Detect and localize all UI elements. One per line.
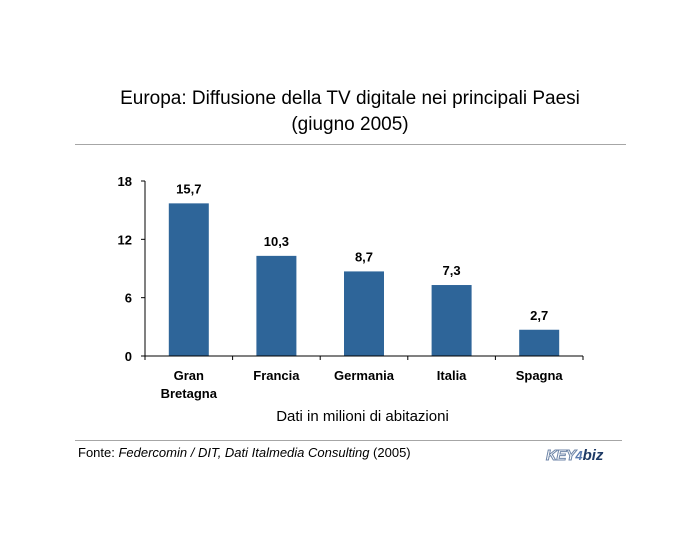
- logo-part-key: KEY: [545, 447, 576, 465]
- x-tick-label-line: Spagna: [516, 368, 564, 383]
- x-tick-label: Francia: [253, 368, 300, 383]
- x-tick-label: Italia: [437, 368, 467, 383]
- source-suffix: (2005): [369, 445, 411, 460]
- x-tick-label-line: Gran: [174, 368, 204, 383]
- chart-title: Europa: Diffusione della TV digitale nei…: [0, 86, 700, 138]
- bar: [168, 203, 209, 356]
- logo-part-biz: biz: [582, 447, 604, 464]
- x-axis-label: Dati in milioni di abitazioni: [276, 408, 449, 425]
- logo-part-4: 4: [575, 448, 583, 463]
- x-tick-label: Germania: [334, 368, 395, 383]
- source-note: Fonte: Federcomin / DIT, Dati Italmedia …: [78, 445, 411, 460]
- y-tick-label: 6: [125, 291, 132, 306]
- source-italic: Federcomin / DIT, Dati Italmedia Consult…: [118, 445, 370, 460]
- bar: [344, 271, 384, 356]
- x-tick-label: Gran Bretagna: [161, 368, 218, 401]
- x-tick-label-line: Bretagna: [161, 386, 218, 401]
- x-tick-label: Spagna: [516, 368, 564, 383]
- y-tick-label: 0: [125, 349, 132, 364]
- bar: [256, 255, 297, 356]
- bar: [519, 329, 560, 356]
- bottom-divider: [75, 440, 622, 441]
- y-tick-label: 12: [118, 232, 132, 247]
- x-tick-label-line: Italia: [437, 368, 467, 383]
- data-label: 8,7: [355, 249, 373, 264]
- data-label: 15,7: [176, 181, 201, 196]
- data-label: 7,3: [443, 263, 461, 278]
- chart-title-line-1: Europa: Diffusione della TV digitale nei…: [120, 88, 580, 109]
- y-tick-label: 18: [118, 174, 132, 189]
- chart-title-line-2: (giugno 2005): [291, 114, 409, 135]
- top-divider: [75, 144, 626, 145]
- source-prefix: Fonte:: [78, 445, 119, 460]
- data-label: 2,7: [530, 308, 548, 323]
- x-tick-label-line: Francia: [253, 368, 300, 383]
- data-label: 10,3: [264, 234, 289, 249]
- key4biz-logo: KEY4biz: [545, 446, 622, 466]
- bar: [431, 285, 472, 356]
- x-tick-label-line: Germania: [334, 368, 395, 383]
